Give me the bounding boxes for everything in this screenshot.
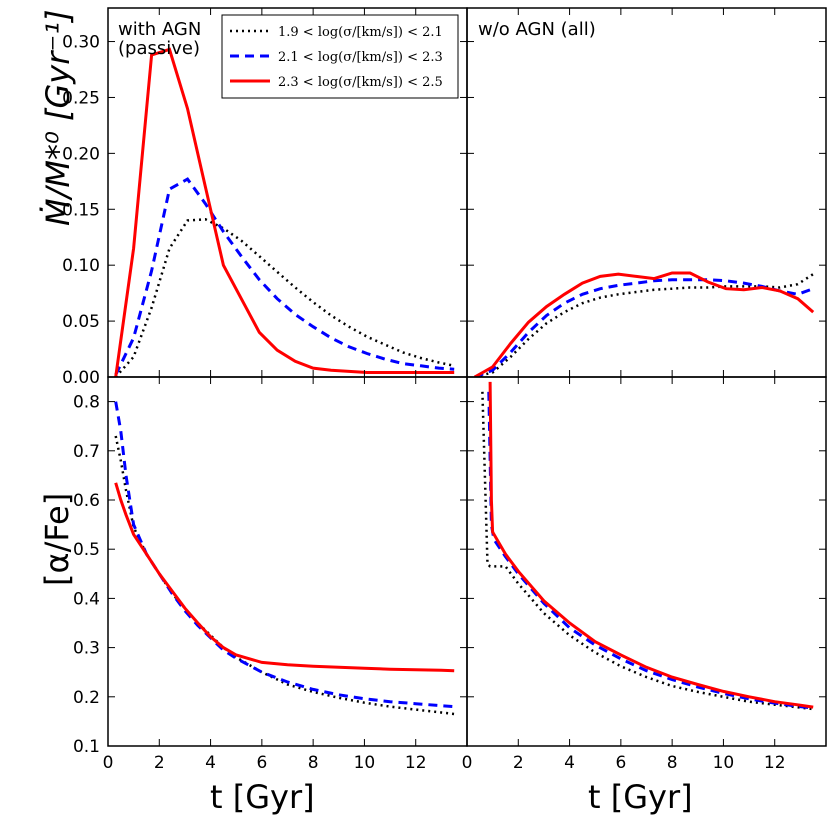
x-tick-label: 4 [564, 753, 575, 773]
y-tick-label: 0.20 [62, 144, 100, 164]
series-line-2.3-2.5 [473, 271, 815, 377]
series-line-2.3-2.5 [114, 482, 455, 673]
x-tick-label: 12 [764, 753, 786, 773]
y-tick-label: 0.00 [62, 368, 100, 388]
y-tick-label: 0.5 [73, 540, 100, 560]
series-line-2.3-2.5 [488, 381, 814, 709]
y-axis-label-top: Ṁ/M*⁰ [Gyr⁻¹] [39, 9, 77, 226]
legend-label: 2.3 < log(σ/[km/s]) < 2.5 [278, 75, 443, 90]
x-tick-label: 2 [154, 753, 165, 773]
series-line-1.9-2.1 [481, 391, 814, 711]
axes-frame [107, 376, 468, 747]
legend: 1.9 < log(σ/[km/s]) < 2.1 2.1 < log(σ/[km… [221, 14, 459, 99]
x-tick-label: 0 [462, 753, 473, 773]
y-tick-label: 0.7 [73, 442, 100, 462]
series-line-2.1-2.3 [474, 278, 814, 377]
x-tick-label: 6 [256, 753, 267, 773]
panel-bottom-right: 0 2 4 6 8 10 12 [462, 376, 827, 773]
x-tick-label: 8 [308, 753, 319, 773]
y-tick-label: 0.2 [73, 688, 100, 708]
x-tick-label: 12 [405, 753, 427, 773]
y-tick-label: 0.1 [73, 737, 100, 757]
x-tick-label: 10 [354, 753, 376, 773]
x-axis-label-right: t [Gyr] [588, 778, 693, 816]
y-tick-label: 0.4 [73, 589, 100, 609]
series-line-2.1-2.3 [487, 391, 814, 710]
y-tick-label: 0.8 [73, 393, 100, 413]
y-tick-label: 0.25 [62, 88, 100, 108]
panel-top-right [466, 7, 827, 378]
series-line-2.1-2.3 [114, 177, 455, 376]
axes-frame [466, 7, 827, 378]
y-tick-label: 0.30 [62, 33, 100, 53]
legend-label: 1.9 < log(σ/[km/s]) < 2.1 [278, 25, 443, 40]
y-tick-label: 0.15 [62, 200, 100, 220]
panel-bottom-left: 0 2 4 6 8 10 12 0.1 0.2 0.3 0.4 0.5 0.6 0.7 0.8 [73, 376, 468, 773]
panel-label-line-1: with AGN [118, 19, 201, 40]
x-tick-label: 2 [513, 753, 524, 773]
x-tick-label: 10 [713, 753, 735, 773]
panel-label-without-agn: w/o AGN (all) [478, 19, 596, 40]
y-tick-label: 0.3 [73, 639, 100, 659]
series-line-2.3-2.5 [114, 47, 455, 377]
y-tick-label: 0.05 [62, 312, 100, 332]
x-tick-label: 6 [615, 753, 626, 773]
x-tick-label: 8 [667, 753, 678, 773]
series-line-2.1-2.3 [114, 401, 455, 709]
x-axis-label-left: t [Gyr] [210, 778, 315, 816]
panel-label-line-2: (passive) [118, 38, 200, 59]
x-tick-label: 4 [205, 753, 216, 773]
y-axis-label-bottom: [α/Fe] [38, 493, 76, 586]
y-tick-label: 0.10 [62, 256, 100, 276]
y-tick-label: 0.6 [73, 491, 100, 511]
panel-label-with-agn: with AGN (passive) [118, 19, 207, 59]
legend-label: 2.1 < log(σ/[km/s]) < 2.3 [278, 50, 443, 65]
axes-frame [466, 376, 827, 747]
x-tick-label: 0 [103, 753, 114, 773]
series-line-1.9-2.1 [114, 435, 455, 716]
